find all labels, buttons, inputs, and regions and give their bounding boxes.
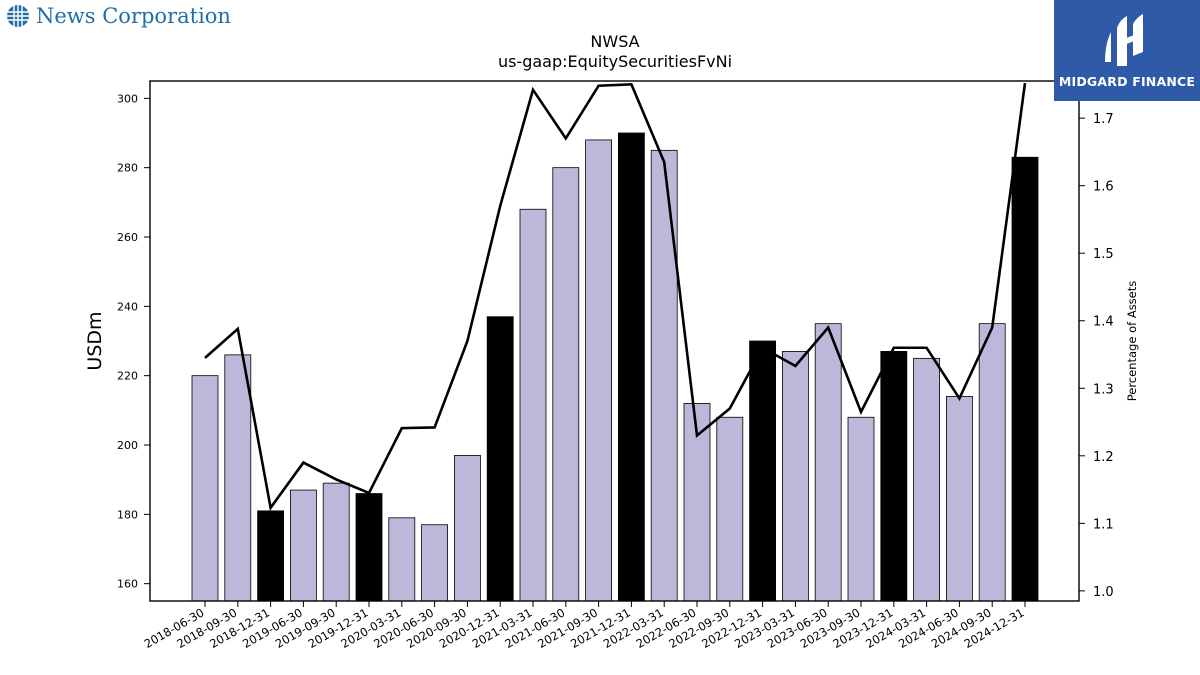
y-tick-label: 300 [117,92,138,105]
chart-subtitle: us-gaap:EquitySecuritiesFvNi [497,52,733,71]
y-tick-label: 220 [117,370,138,383]
y-tick-label: 160 [117,578,138,591]
bar [946,396,973,602]
y-tick-label: 180 [117,508,138,521]
bar [913,357,940,602]
y-tick-label: 240 [117,300,138,313]
y2-tick-label: 1.0 [1093,585,1114,600]
bar [847,416,875,602]
chart-title: NWSA [590,32,640,51]
y2-tick-label: 1.3 [1093,382,1114,397]
bar [1011,156,1039,602]
bar [191,375,219,602]
midgard-logo-icon [1105,14,1143,66]
bar [978,323,1006,602]
bar [257,510,285,602]
y2-tick-label: 1.4 [1093,315,1114,330]
y2-tick-label: 1.7 [1093,112,1114,127]
bar [388,517,416,602]
brand-name: MIDGARD FINANCE [1058,74,1196,89]
company-logo: News Corporation [6,4,231,28]
bar [814,323,842,602]
bar [585,139,612,602]
bar [421,524,449,602]
brand-logo: MIDGARD FINANCE [1054,0,1200,101]
bar [322,482,350,602]
y2-axis-label: Percentage of Assets [1125,281,1139,402]
bar [355,493,383,602]
bar [224,354,252,602]
y2-tick-label: 1.2 [1093,450,1114,465]
bar [289,489,317,602]
y-tick-label: 280 [117,162,138,175]
bar [552,167,580,602]
percentage-line [204,82,1027,512]
bar [618,132,645,602]
y2-tick-label: 1.6 [1093,180,1114,195]
y-axis-label: USDm [84,311,106,370]
bar [453,454,481,602]
bar [519,208,547,602]
bar [880,350,908,602]
company-name: News Corporation [36,4,231,28]
y-tick-label: 260 [117,231,138,244]
bar [486,316,514,602]
y-tick-label: 200 [117,439,138,452]
bar [782,350,809,602]
plot-frame [149,80,1080,602]
bar [716,416,744,602]
y2-tick-label: 1.5 [1093,247,1114,262]
bar [650,149,678,602]
bar [749,340,776,602]
y2-tick-label: 1.1 [1093,517,1114,532]
globe-icon [7,5,29,27]
